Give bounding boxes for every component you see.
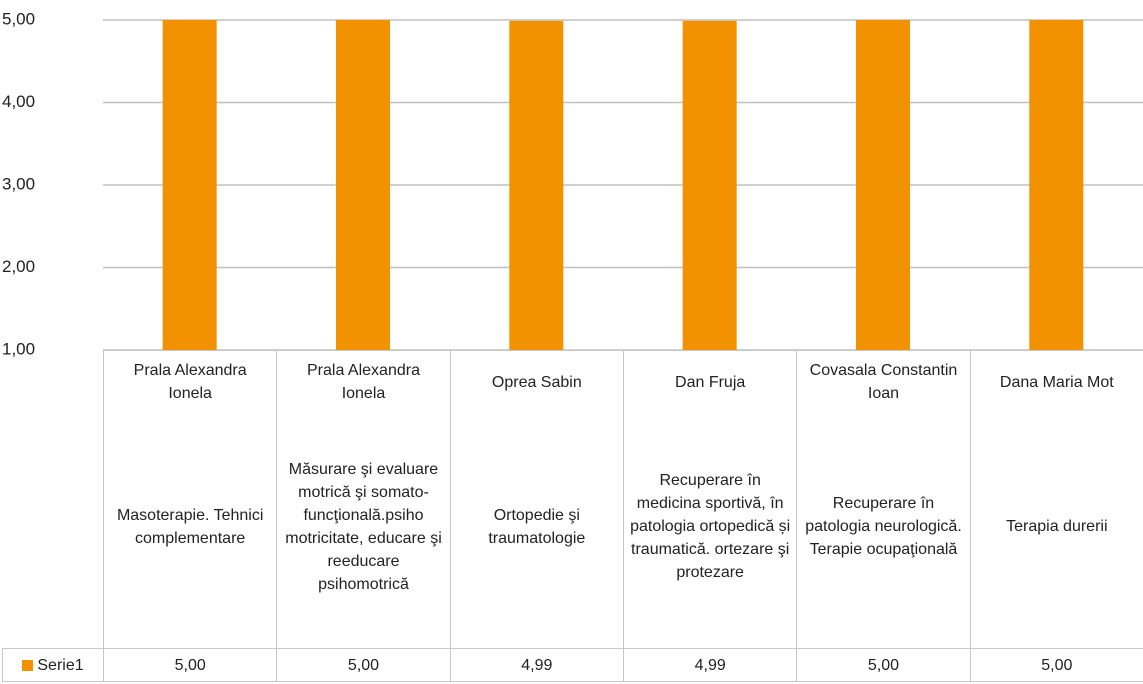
y-tick-label: 4,00 <box>2 92 35 111</box>
category-name: Oprea Sabin <box>491 373 582 391</box>
category-name: Dana Maria Mot <box>999 373 1114 391</box>
category-cell: Covasala Constantin Ioan Recuperare în pa… <box>796 350 971 649</box>
y-tick-label: 2,00 <box>2 257 35 276</box>
category-name: Prala Alexandra Ionela <box>307 362 420 402</box>
data-table-value: 4,99 <box>449 648 624 682</box>
legend-label: Serie1 <box>37 656 84 674</box>
category-course: Masoterapie. Tehnici complementare <box>116 506 264 547</box>
data-table-value: 5,00 <box>276 648 451 682</box>
category-course: Măsurare şi evaluare motrică şi somato-f… <box>285 460 442 593</box>
bar <box>1029 20 1084 350</box>
y-tick-label: 3,00 <box>2 174 35 193</box>
data-table-value: 5,00 <box>103 648 278 682</box>
category-name: Dan Fruja <box>675 373 746 391</box>
category-cell: Dan Fruja Recuperare în medicina sportivă… <box>623 350 798 649</box>
category-course: Recuperare în patologia neurologică. Ter… <box>805 495 962 558</box>
bar <box>162 20 217 350</box>
bar <box>336 20 390 350</box>
y-tick-label: 1,00 <box>2 339 35 358</box>
category-cell: Prala Alexandra Ionela Masoterapie. Tehni… <box>103 350 278 649</box>
legend-swatch <box>22 659 34 671</box>
bar <box>856 20 910 350</box>
category-name: Covasala Constantin Ioan <box>809 362 958 402</box>
category-course: Terapia durerii <box>1006 518 1108 535</box>
category-cell: Oprea Sabin Ortopedie şi traumatologie <box>449 350 624 649</box>
category-name: Prala Alexandra Ionela <box>133 362 247 402</box>
bar <box>682 20 737 350</box>
category-course: Recuperare în medicina sportivă, în pato… <box>630 472 791 581</box>
legend-cell: Serie1 <box>2 648 104 682</box>
data-table-value: 5,00 <box>969 648 1143 682</box>
category-course: Ortopedie şi traumatologie <box>488 506 586 547</box>
category-cell: Prala Alexandra Ionela Măsurare şi evalua… <box>276 350 451 649</box>
y-tick-label: 5,00 <box>2 9 35 28</box>
category-cell: Dana Maria Mot Terapia durerii <box>969 350 1143 649</box>
data-table-value: 4,99 <box>623 648 798 682</box>
bar <box>509 20 564 350</box>
data-table-value: 5,00 <box>796 648 971 682</box>
